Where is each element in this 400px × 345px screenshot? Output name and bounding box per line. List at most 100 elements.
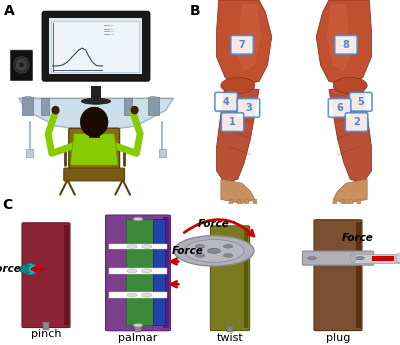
Bar — [124, 98, 132, 115]
Text: B: B — [190, 4, 201, 18]
Ellipse shape — [81, 98, 111, 104]
Bar — [332, 199, 337, 212]
Bar — [109, 244, 167, 249]
Bar — [356, 222, 361, 328]
Circle shape — [16, 59, 27, 70]
Bar — [109, 268, 167, 274]
FancyBboxPatch shape — [350, 92, 372, 111]
Text: Force: Force — [0, 264, 22, 274]
Bar — [253, 199, 258, 212]
Bar — [51, 21, 139, 72]
Circle shape — [174, 236, 254, 266]
FancyBboxPatch shape — [106, 215, 170, 331]
FancyBboxPatch shape — [328, 99, 351, 117]
Text: twist: twist — [217, 333, 243, 343]
Bar — [227, 326, 233, 332]
Text: palmar: palmar — [118, 333, 158, 343]
FancyBboxPatch shape — [221, 113, 244, 131]
FancyBboxPatch shape — [69, 128, 120, 179]
Polygon shape — [217, 0, 272, 86]
Text: 1: 1 — [229, 117, 236, 127]
Ellipse shape — [333, 77, 367, 93]
Text: Force: Force — [172, 246, 204, 256]
FancyBboxPatch shape — [335, 36, 357, 54]
Ellipse shape — [25, 96, 31, 98]
Ellipse shape — [350, 254, 356, 263]
Bar — [357, 199, 362, 212]
Circle shape — [184, 239, 244, 262]
Text: 7: 7 — [239, 40, 246, 50]
Bar — [349, 199, 353, 212]
FancyBboxPatch shape — [22, 223, 70, 327]
Bar — [26, 149, 34, 157]
Circle shape — [142, 269, 152, 273]
FancyBboxPatch shape — [10, 50, 32, 81]
FancyBboxPatch shape — [231, 36, 253, 54]
Circle shape — [14, 57, 29, 73]
Bar — [237, 199, 241, 212]
Bar — [22, 97, 34, 115]
Polygon shape — [238, 4, 261, 71]
Bar — [341, 199, 345, 212]
Circle shape — [195, 254, 205, 257]
Bar — [49, 18, 142, 74]
Bar — [353, 254, 399, 263]
Polygon shape — [217, 86, 259, 183]
FancyBboxPatch shape — [302, 251, 374, 265]
Polygon shape — [221, 179, 255, 204]
Bar — [244, 228, 248, 328]
Bar — [126, 219, 153, 325]
Bar — [41, 98, 49, 115]
Polygon shape — [329, 86, 371, 183]
Circle shape — [133, 217, 143, 221]
Circle shape — [127, 245, 137, 248]
Ellipse shape — [221, 77, 255, 93]
Text: 6: 6 — [336, 103, 343, 113]
Polygon shape — [333, 179, 367, 204]
Bar — [64, 225, 69, 325]
Bar — [109, 292, 167, 298]
Circle shape — [19, 62, 24, 67]
FancyBboxPatch shape — [237, 99, 260, 117]
Circle shape — [133, 324, 143, 327]
Bar — [135, 326, 141, 332]
Circle shape — [52, 106, 60, 115]
Ellipse shape — [396, 254, 400, 263]
Text: Force: Force — [342, 233, 374, 243]
Text: 8: 8 — [342, 40, 349, 50]
Circle shape — [130, 106, 139, 115]
FancyBboxPatch shape — [64, 168, 124, 181]
Bar — [158, 149, 166, 157]
Polygon shape — [19, 98, 173, 132]
FancyBboxPatch shape — [210, 226, 250, 331]
FancyBboxPatch shape — [314, 220, 362, 331]
Circle shape — [127, 293, 137, 297]
Circle shape — [308, 256, 316, 260]
Text: pinch: pinch — [31, 329, 61, 339]
Ellipse shape — [150, 96, 156, 98]
Text: A: A — [4, 4, 15, 18]
Text: Force: Force — [198, 219, 230, 229]
Text: 5: 5 — [358, 97, 364, 107]
Polygon shape — [316, 0, 371, 86]
Text: 3: 3 — [245, 103, 252, 113]
Circle shape — [80, 107, 108, 137]
Ellipse shape — [29, 266, 38, 273]
Ellipse shape — [22, 264, 38, 274]
Circle shape — [127, 269, 137, 273]
Circle shape — [223, 245, 233, 248]
Bar — [163, 217, 169, 328]
Bar — [43, 322, 49, 330]
Text: C: C — [2, 198, 12, 212]
FancyBboxPatch shape — [345, 113, 368, 131]
Circle shape — [195, 245, 205, 248]
Bar — [91, 86, 101, 101]
Bar — [148, 97, 158, 115]
FancyBboxPatch shape — [215, 92, 237, 111]
FancyBboxPatch shape — [42, 11, 150, 81]
Polygon shape — [70, 134, 118, 165]
Circle shape — [142, 293, 152, 297]
Ellipse shape — [20, 265, 32, 273]
Bar — [372, 256, 394, 261]
Text: 2: 2 — [353, 117, 360, 127]
